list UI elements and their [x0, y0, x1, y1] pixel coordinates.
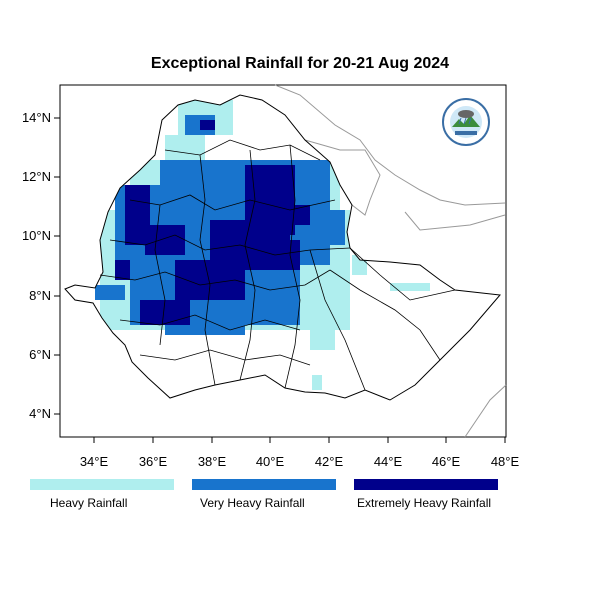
legend-label-extremely-heavy: Extremely Heavy Rainfall — [357, 496, 492, 510]
x-tick-label: 34°E — [80, 454, 109, 469]
neighbor-borders — [274, 84, 507, 438]
map-title: Exceptional Rainfall for 20-21 Aug 2024 — [150, 55, 450, 72]
x-tick-label: 42°E — [315, 454, 344, 469]
x-tick-label: 36°E — [139, 454, 168, 469]
x-axis: 34°E 36°E 38°E 40°E 42°E 44°E 46°E 48°E — [80, 437, 520, 469]
y-tick-label: 4°N — [29, 406, 51, 421]
admin-boundaries — [99, 139, 456, 391]
legend-swatch-heavy — [30, 479, 174, 490]
legend-label-very-heavy: Very Heavy Rainfall — [200, 496, 305, 510]
y-tick-label: 10°N — [22, 228, 51, 243]
x-tick-label: 38°E — [198, 454, 227, 469]
x-tick-label: 48°E — [491, 454, 520, 469]
country-border — [64, 94, 501, 401]
plot-frame — [59, 84, 507, 438]
x-tick-label: 44°E — [374, 454, 403, 469]
x-tick-label: 46°E — [432, 454, 461, 469]
meteorology-institute-logo — [442, 98, 490, 146]
legend-swatch-very-heavy — [192, 479, 336, 490]
legend-label-heavy: Heavy Rainfall — [50, 496, 128, 510]
legend-swatch-extremely-heavy — [354, 479, 498, 490]
y-tick-label: 8°N — [29, 288, 51, 303]
y-tick-label: 14°N — [22, 110, 51, 125]
x-tick-label: 40°E — [256, 454, 285, 469]
y-tick-label: 12°N — [22, 169, 51, 184]
rainfall-layer — [95, 95, 430, 390]
y-tick-label: 6°N — [29, 347, 51, 362]
y-axis: 14°N 12°N 10°N 8°N 6°N 4°N — [22, 110, 60, 421]
